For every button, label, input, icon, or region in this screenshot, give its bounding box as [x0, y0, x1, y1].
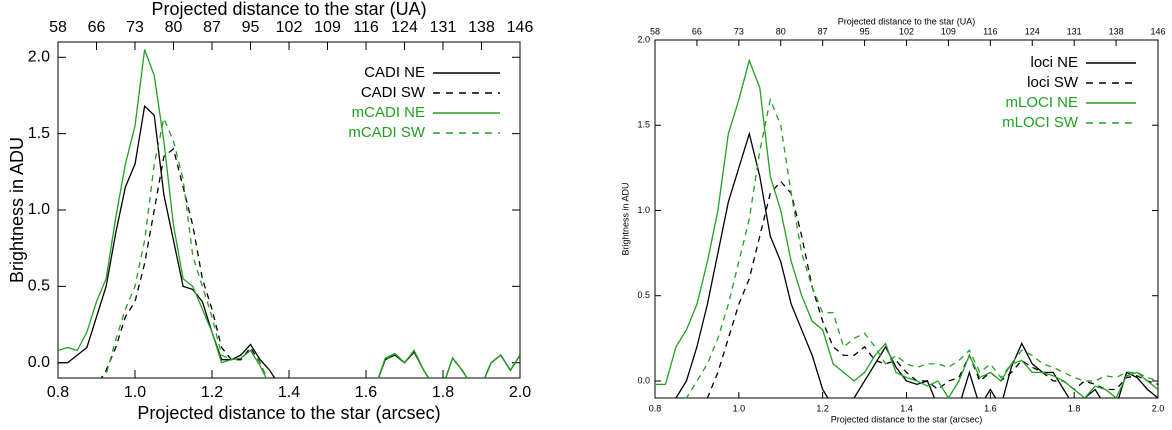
legend-label: mLOCI NE: [1005, 94, 1078, 111]
x-tick-label: 1.6: [984, 403, 997, 413]
x-axis-title: Projected distance to the star (arcsec): [137, 403, 440, 423]
y-tick-label: 0.5: [28, 278, 50, 295]
x2-tick-label: 87: [203, 19, 221, 36]
series-line: [685, 97, 1158, 398]
x2-tick-label: 102: [899, 26, 914, 36]
series-line: [100, 147, 520, 378]
x2-tick-label: 58: [49, 19, 67, 36]
x2-tick-label: 95: [242, 19, 260, 36]
legend-label: CADI NE: [364, 64, 425, 81]
legend-label: mCADI SW: [348, 124, 426, 141]
x2-tick-label: 116: [983, 26, 997, 36]
x2-tick-label: 138: [1109, 26, 1124, 36]
x2-tick-label: 146: [507, 19, 534, 36]
x-tick-label: 1.2: [816, 403, 829, 413]
x2-tick-label: 131: [430, 19, 457, 36]
x2-tick-label: 87: [818, 26, 828, 36]
x-tick-label: 1.2: [201, 384, 223, 401]
legend: loci NE loci SW mLOCI NE mLOCI SW: [1002, 54, 1136, 131]
series-line: [58, 104, 520, 378]
x-tick-label: 1.8: [432, 384, 454, 401]
legend-label: mLOCI SW: [1002, 114, 1079, 131]
y-tick-label: 0.0: [637, 375, 650, 385]
legend-label: CADI SW: [361, 84, 426, 101]
y-tick-label: 1.5: [28, 125, 50, 142]
x2-tick-label: 73: [126, 19, 144, 36]
legend: CADI NE CADI SW mCADI NE mCADI SW: [348, 64, 500, 141]
x2-tick-label: 124: [1025, 26, 1040, 36]
x-tick-label: 1.4: [900, 403, 913, 413]
x-tick-label: 1.4: [278, 384, 300, 401]
x2-tick-label: 66: [88, 19, 106, 36]
y-tick-label: 1.0: [28, 201, 50, 218]
x2-axis-title: Projected distance to the star (UA): [151, 0, 426, 19]
x2-tick-label: 58: [650, 26, 660, 36]
x2-tick-label: 95: [860, 26, 870, 36]
x2-tick-label: 124: [391, 19, 418, 36]
x2-tick-label: 66: [692, 26, 702, 36]
plot-frame: [654, 39, 1159, 399]
x2-tick-label: 80: [165, 19, 183, 36]
x-tick-label: 1.6: [355, 384, 377, 401]
x2-tick-label: 73: [734, 26, 744, 36]
chart-panel: 0.8 1.0 1.2 1.4 1.6 1.8 2.058 66 73 80 87 95 102 109 1…: [620, 16, 1165, 424]
legend-label: loci NE: [1030, 54, 1078, 71]
legend-label: mCADI NE: [352, 104, 425, 121]
x2-tick-label: 116: [353, 19, 379, 36]
y-tick-label: 1.0: [637, 205, 650, 215]
y-tick-label: 2.0: [637, 34, 650, 44]
x2-axis-title: Projected distance to the star (UA): [838, 16, 976, 26]
x-tick-label: 2.0: [1152, 403, 1165, 413]
x-tick-label: 0.8: [649, 403, 662, 413]
x2-tick-label: 138: [468, 19, 495, 36]
y-tick-label: 1.5: [637, 120, 650, 130]
x2-tick-label: 102: [276, 19, 303, 36]
x2-tick-label: 131: [1067, 26, 1082, 36]
x2-tick-label: 146: [1150, 26, 1165, 36]
x2-tick-label: 109: [314, 19, 341, 36]
y-axis-title: Brightness in ADU: [620, 182, 630, 255]
legend-label: loci SW: [1027, 74, 1079, 91]
series-line: [655, 58, 1158, 398]
series-line: [102, 116, 520, 378]
y-tick-label: 2.0: [28, 48, 50, 65]
y-axis-title: Brightness in ADU: [7, 137, 27, 283]
chart-panel: 0.8 1.0 1.2 1.4 1.6 1.8 2.0 58 66 73 80 87 95 102 109 1…: [7, 0, 534, 423]
series-line: [58, 49, 520, 378]
x-tick-label: 1.0: [733, 403, 746, 413]
y-tick-label: 0.5: [637, 290, 650, 300]
series-line: [674, 131, 1158, 398]
x2-tick-label: 80: [776, 26, 786, 36]
x-tick-label: 2.0: [509, 384, 531, 401]
x-axis-title: Projected distance to the star (arcsec): [831, 414, 983, 424]
x2-tick-label: 109: [941, 26, 956, 36]
y-tick-label: 0.0: [28, 354, 50, 371]
x-tick-label: 1.0: [124, 384, 146, 401]
x-tick-label: 0.8: [47, 384, 69, 401]
x-tick-label: 1.8: [1068, 403, 1081, 413]
